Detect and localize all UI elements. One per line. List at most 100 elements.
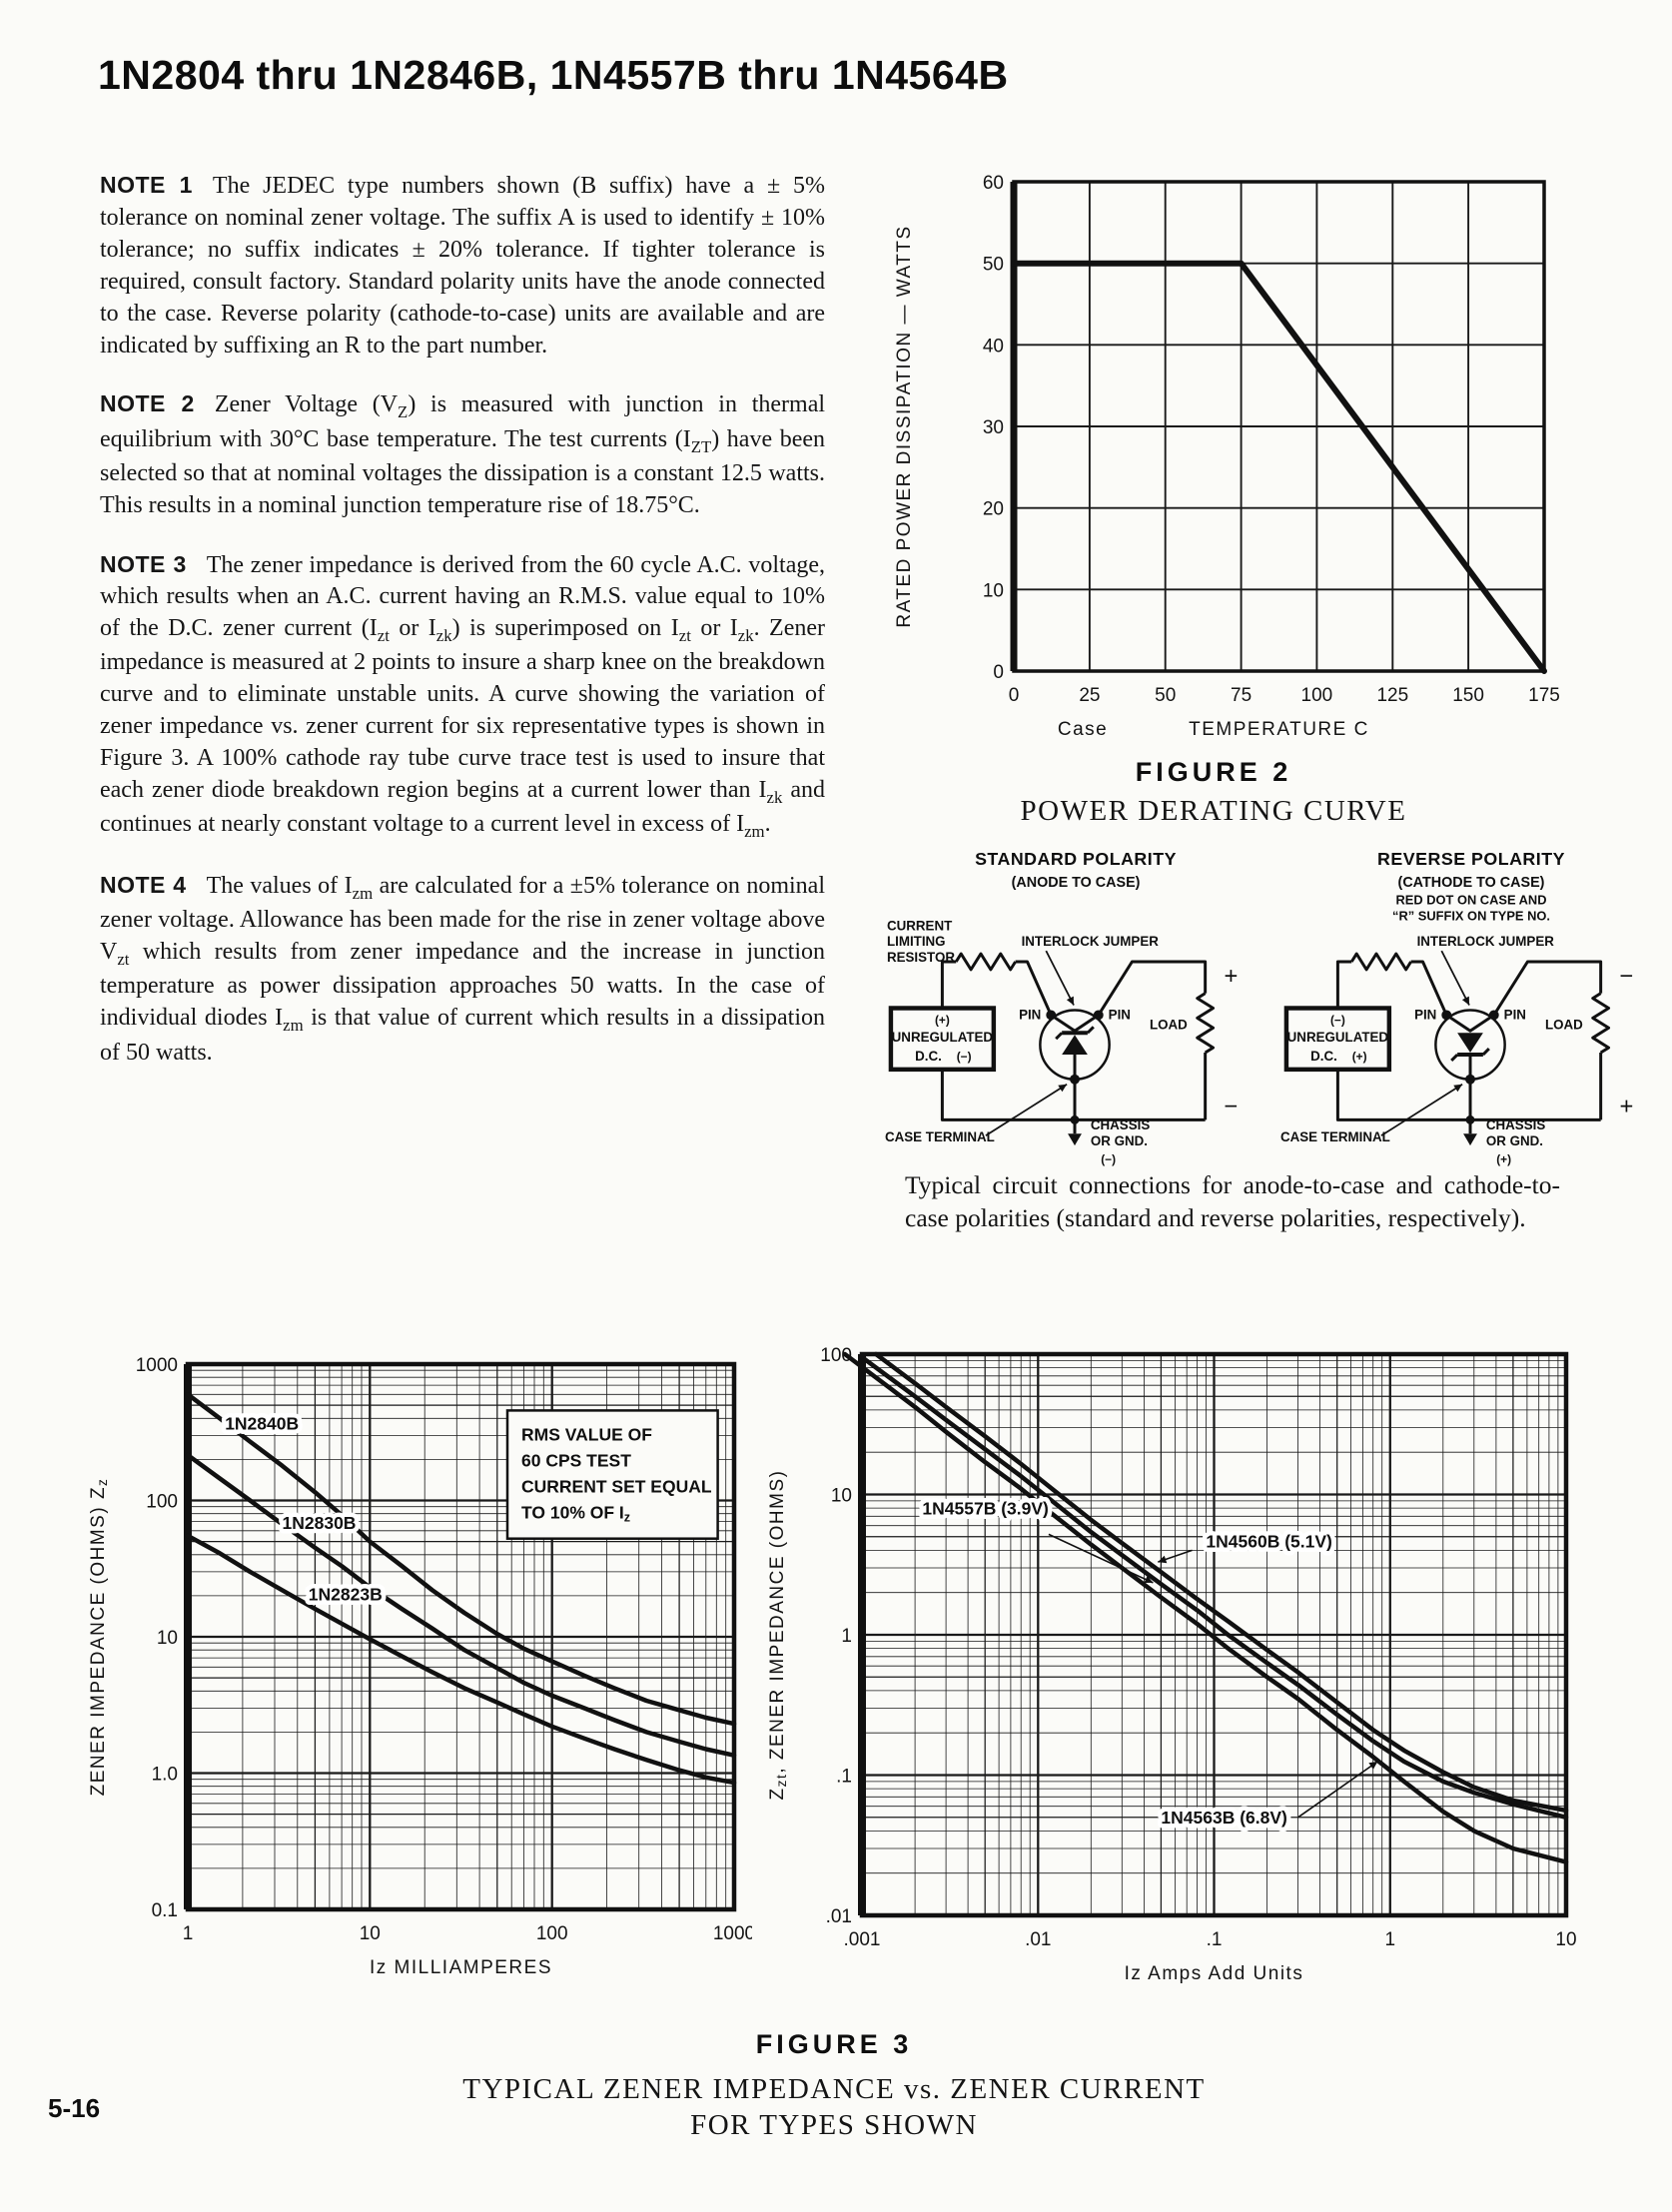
svg-text:CASE TERMINAL: CASE TERMINAL xyxy=(885,1129,995,1144)
svg-text:PIN: PIN xyxy=(1414,1007,1436,1022)
svg-text:(−): (−) xyxy=(957,1050,972,1064)
svg-text:(+): (+) xyxy=(935,1013,950,1027)
note-1: NOTE 1 The JEDEC type numbers shown (B su… xyxy=(100,170,825,362)
curve-1N2823B xyxy=(185,1533,737,1786)
annotation-text: RMS VALUE OF xyxy=(521,1424,652,1444)
note-4-label: NOTE 4 xyxy=(100,872,187,899)
series-label: 1N4563B (6.8V) xyxy=(1161,1808,1286,1828)
y-tick-label: 10 xyxy=(157,1628,178,1649)
x-axis-label: Iz MILLIAMPERES xyxy=(370,1957,552,1978)
note-2: NOTE 2 Zener Voltage (VZ) is measured wit… xyxy=(100,388,825,521)
svg-text:CURRENT: CURRENT xyxy=(887,918,953,933)
svg-text:PIN: PIN xyxy=(1504,1007,1526,1022)
x-tick-label: 100 xyxy=(536,1923,568,1944)
svg-text:OR GND.: OR GND. xyxy=(1486,1133,1543,1148)
svg-text:CASE TERMINAL: CASE TERMINAL xyxy=(1280,1129,1390,1144)
svg-text:UNREGULATED: UNREGULATED xyxy=(1287,1030,1389,1045)
ground-icon xyxy=(1068,1133,1082,1146)
x-tick-label: 150 xyxy=(1452,685,1484,706)
svg-text:−: − xyxy=(1619,963,1633,990)
circuit-standard-polarity: STANDARD POLARITY (ANODE TO CASE) (+) UNREG… xyxy=(883,845,1268,1176)
annotation-text: CURRENT SET EQUAL xyxy=(521,1476,712,1496)
svg-text:INTERLOCK JUMPER: INTERLOCK JUMPER xyxy=(1417,934,1555,949)
annotation-text: TO 10% OF Iz xyxy=(521,1502,630,1524)
y-tick-label: .1 xyxy=(836,1767,852,1788)
note-2-label: NOTE 2 xyxy=(100,390,195,417)
figure3-left-chart: 1N2840B 1N2830B 1N2823B RMS VALUE OF 60 CPS … xyxy=(78,1350,755,2004)
figure2-caption: POWER DERATING CURVE xyxy=(1020,795,1407,827)
x-tick-label: 1 xyxy=(183,1923,194,1944)
svg-text:INTERLOCK JUMPER: INTERLOCK JUMPER xyxy=(1022,934,1160,949)
x-tick-label: 0 xyxy=(1009,685,1020,706)
note-3-text: The zener impedance is derived from the … xyxy=(100,551,826,841)
svg-text:LOAD: LOAD xyxy=(1150,1017,1188,1032)
circuit-diagrams: STANDARD POLARITY (ANODE TO CASE) (+) UNREG… xyxy=(883,845,1664,1176)
x-axis-prefix-label: Case xyxy=(1058,719,1108,740)
y-tick-label: 0 xyxy=(993,662,1004,683)
y-tick-label: 100 xyxy=(820,1345,852,1366)
x-tick-label: 1 xyxy=(1385,1929,1396,1950)
figure3-caption-line2: FOR TYPES SHOWN xyxy=(690,2109,978,2141)
svg-text:PIN: PIN xyxy=(1109,1007,1131,1022)
svg-text:REVERSE POLARITY: REVERSE POLARITY xyxy=(1377,849,1565,869)
x-tick-label: 10 xyxy=(360,1923,381,1944)
page-title: 1N2804 thru 1N2846B, 1N4557B thru 1N4564… xyxy=(98,52,1009,98)
svg-text:(−): (−) xyxy=(1101,1152,1116,1166)
circuit-schematic-left: STANDARD POLARITY (ANODE TO CASE) (+) UNREG… xyxy=(885,849,1238,1166)
svg-text:(+): (+) xyxy=(1352,1050,1367,1064)
figure2-label: FIGURE 2 xyxy=(1135,757,1292,787)
svg-text:(+): (+) xyxy=(1496,1152,1511,1166)
circuit-schematic-right: REVERSE POLARITY (CATHODE TO CASE) RED DOT… xyxy=(1280,849,1633,1166)
y-axis-label: Zzt, ZENER IMPEDANCE (OHMS) xyxy=(767,1470,789,1801)
curve-1N2840B xyxy=(185,1392,737,1727)
svg-text:D.C.: D.C. xyxy=(1310,1049,1337,1064)
x-tick-label: .01 xyxy=(1025,1929,1051,1950)
page-number: 5-16 xyxy=(48,2093,101,2123)
circuit-reverse-polarity: REVERSE POLARITY (CATHODE TO CASE) RED DOT… xyxy=(1278,845,1664,1176)
note-1-text: The JEDEC type numbers shown (B suffix) … xyxy=(100,173,825,359)
y-tick-label: 100 xyxy=(146,1492,178,1513)
svg-text:RED DOT ON CASE AND: RED DOT ON CASE AND xyxy=(1396,893,1547,908)
svg-text:+: + xyxy=(1224,963,1238,990)
svg-text:RESISTOR: RESISTOR xyxy=(887,950,955,965)
svg-text:(CATHODE TO CASE): (CATHODE TO CASE) xyxy=(1398,875,1545,891)
x-tick-label: .1 xyxy=(1207,1929,1223,1950)
zener-impedance-chart-right: 1N4557B (3.9V) 1N4560B (5.1V) 1N4563B (6.8… xyxy=(767,1345,1577,1984)
curve-1N4560B (5.1V) xyxy=(873,1351,1569,1814)
x-tick-label: .001 xyxy=(844,1929,881,1950)
svg-text:+: + xyxy=(1619,1093,1633,1119)
x-tick-label: 175 xyxy=(1528,685,1560,706)
figure3-label: FIGURE 3 xyxy=(755,2029,913,2059)
power-derating-chart: 0 25 50 75 100 125 150 175 0 10 20 30 40 50 60 TEMPERAT… xyxy=(894,173,1560,740)
svg-text:OR GND.: OR GND. xyxy=(1091,1133,1148,1148)
zener-impedance-chart-left: 1N2840B 1N2830B 1N2823B RMS VALUE OF 60 CPS … xyxy=(88,1355,755,1978)
y-axis-label: ZENER IMPEDANCE (OHMS) Zz xyxy=(88,1478,110,1797)
note-2-text: Zener Voltage (VZ) is measured with junc… xyxy=(100,391,826,518)
notes-column: NOTE 1 The JEDEC type numbers shown (B su… xyxy=(100,170,825,1096)
svg-text:D.C.: D.C. xyxy=(915,1049,942,1064)
note-3-label: NOTE 3 xyxy=(100,550,187,577)
y-tick-label: 20 xyxy=(983,499,1004,520)
svg-text:−: − xyxy=(1224,1093,1238,1119)
figure3-caption-line1: TYPICAL ZENER IMPEDANCE vs. ZENER CURREN… xyxy=(462,2073,1206,2105)
x-tick-label: 10 xyxy=(1555,1929,1576,1950)
x-tick-label: 125 xyxy=(1376,685,1408,706)
svg-text:UNREGULATED: UNREGULATED xyxy=(892,1030,994,1045)
curve-1N2830B xyxy=(185,1452,737,1758)
y-tick-label: 30 xyxy=(983,417,1004,438)
x-tick-label: 25 xyxy=(1079,685,1100,706)
note-3: NOTE 3 The zener impedance is derived fro… xyxy=(100,549,825,844)
curve-rated-power-dissipation xyxy=(1011,260,1547,674)
circuit-caption: Typical circuit connections for anode-to… xyxy=(905,1170,1560,1233)
y-tick-label: 60 xyxy=(983,173,1004,194)
note-4-text: The values of Izm are calculated for a ±… xyxy=(100,873,825,1066)
figure3-right-chart: 1N4557B (3.9V) 1N4560B (5.1V) 1N4563B (6.8… xyxy=(757,1340,1586,2016)
zener-diode-symbol xyxy=(1457,1033,1483,1054)
series-label: 1N4560B (5.1V) xyxy=(1206,1531,1331,1551)
figure2-power-derating-chart: 0 25 50 75 100 125 150 175 0 10 20 30 40 50 60 TEMPERAT… xyxy=(884,168,1568,772)
note-4: NOTE 4 The values of Izm are calculated f… xyxy=(100,870,825,1069)
y-tick-label: 10 xyxy=(983,580,1004,601)
x-tick-label: 50 xyxy=(1155,685,1176,706)
svg-text:LIMITING: LIMITING xyxy=(887,934,946,949)
